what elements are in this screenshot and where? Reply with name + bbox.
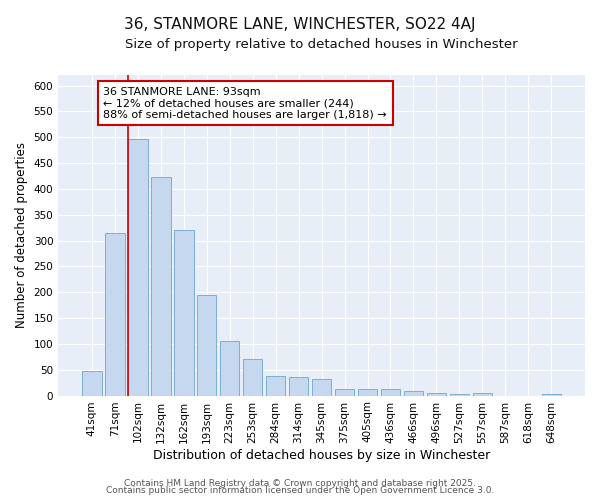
Text: 36 STANMORE LANE: 93sqm
← 12% of detached houses are smaller (244)
88% of semi-d: 36 STANMORE LANE: 93sqm ← 12% of detache… xyxy=(103,86,387,120)
Text: Contains HM Land Registry data © Crown copyright and database right 2025.: Contains HM Land Registry data © Crown c… xyxy=(124,478,476,488)
Bar xyxy=(404,392,423,396)
Bar xyxy=(335,389,355,396)
Bar xyxy=(312,379,331,396)
Title: Size of property relative to detached houses in Winchester: Size of property relative to detached ho… xyxy=(125,38,518,51)
Bar xyxy=(266,376,286,396)
Bar xyxy=(197,295,217,396)
Bar xyxy=(358,389,377,396)
Text: Contains public sector information licensed under the Open Government Licence 3.: Contains public sector information licen… xyxy=(106,486,494,495)
Bar xyxy=(473,393,492,396)
Bar xyxy=(174,230,194,396)
Bar xyxy=(220,342,239,396)
Text: 36, STANMORE LANE, WINCHESTER, SO22 4AJ: 36, STANMORE LANE, WINCHESTER, SO22 4AJ xyxy=(124,18,476,32)
Bar xyxy=(243,360,262,396)
Bar xyxy=(128,139,148,396)
Bar xyxy=(542,394,561,396)
Bar xyxy=(82,372,101,396)
X-axis label: Distribution of detached houses by size in Winchester: Distribution of detached houses by size … xyxy=(153,450,490,462)
Bar xyxy=(151,176,170,396)
Bar xyxy=(427,393,446,396)
Y-axis label: Number of detached properties: Number of detached properties xyxy=(15,142,28,328)
Bar xyxy=(105,233,125,396)
Bar xyxy=(381,389,400,396)
Bar xyxy=(449,394,469,396)
Bar xyxy=(289,378,308,396)
